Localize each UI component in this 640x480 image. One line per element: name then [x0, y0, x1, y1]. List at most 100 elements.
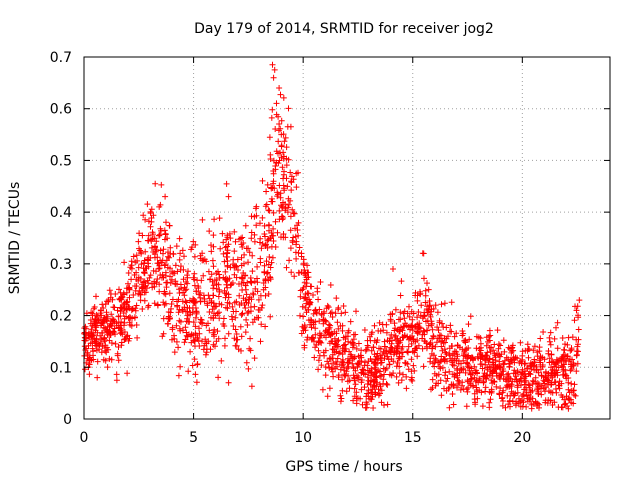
data-point [165, 313, 172, 320]
data-point [378, 399, 385, 406]
data-point [133, 269, 140, 276]
data-point [242, 222, 249, 229]
data-point [429, 376, 436, 383]
data-point [164, 320, 171, 327]
data-point [188, 246, 195, 253]
data-point [368, 372, 375, 379]
data-point [448, 299, 455, 306]
data-point [472, 399, 479, 406]
data-point [156, 231, 163, 238]
data-point [486, 399, 493, 406]
data-point [144, 201, 151, 208]
data-point [376, 319, 383, 326]
data-point [115, 313, 122, 320]
data-point [222, 268, 229, 275]
data-point [542, 388, 548, 395]
data-point [258, 245, 265, 252]
data-point [368, 347, 375, 354]
data-point [374, 350, 381, 357]
data-point [135, 238, 142, 245]
data-point [419, 335, 426, 342]
data-point [147, 223, 154, 230]
data-point [384, 401, 391, 408]
data-point [265, 261, 272, 268]
data-point [299, 303, 306, 310]
data-point [395, 338, 402, 345]
data-point [563, 393, 570, 400]
data-point [283, 144, 290, 151]
data-point [342, 341, 349, 348]
data-point [285, 201, 292, 208]
data-point [176, 325, 183, 332]
data-point [263, 270, 270, 277]
data-point [287, 245, 294, 252]
data-point [322, 372, 329, 379]
data-point [160, 330, 167, 337]
data-point [181, 284, 188, 291]
data-point [391, 320, 398, 327]
data-point [366, 333, 373, 340]
data-point [245, 365, 252, 372]
data-point [451, 333, 458, 340]
data-point [253, 212, 260, 219]
data-point [572, 392, 579, 399]
data-point [410, 336, 417, 343]
data-point [355, 340, 362, 347]
data-point [339, 356, 346, 363]
data-point [539, 362, 546, 368]
data-point [338, 395, 345, 402]
data-point [231, 271, 238, 278]
data-point [534, 385, 541, 392]
data-point [564, 353, 571, 360]
data-point [139, 281, 145, 288]
data-point [352, 381, 359, 388]
data-point [501, 361, 507, 368]
data-point [524, 341, 531, 348]
data-point [211, 310, 217, 317]
data-point [404, 348, 411, 355]
data-point [132, 287, 139, 294]
data-point [235, 267, 241, 273]
data-point [332, 365, 339, 372]
data-point [327, 310, 334, 317]
data-point [139, 232, 146, 239]
data-point [312, 331, 319, 338]
data-point [154, 276, 161, 282]
data-point [327, 332, 334, 338]
data-point [555, 382, 562, 389]
data-point [283, 264, 290, 271]
data-point [225, 379, 232, 386]
data-point [529, 377, 536, 384]
data-point [391, 327, 398, 334]
data-point [429, 335, 436, 342]
data-point [86, 361, 92, 368]
data-point [543, 384, 549, 391]
data-point [350, 342, 357, 349]
data-point [275, 160, 282, 167]
data-point [434, 309, 441, 316]
data-point [495, 345, 502, 352]
data-point [496, 390, 503, 397]
data-point [177, 281, 184, 288]
data-point [462, 338, 469, 345]
data-point [224, 299, 231, 306]
data-point [100, 356, 107, 363]
data-point [148, 244, 155, 251]
data-point [473, 384, 480, 391]
data-point [497, 342, 504, 349]
data-point [547, 389, 554, 396]
data-point [124, 332, 131, 339]
data-point [333, 295, 340, 302]
data-point [108, 311, 115, 318]
data-point [141, 297, 148, 304]
data-point [522, 373, 529, 380]
data-point [247, 278, 254, 285]
data-point [191, 270, 198, 277]
data-point [517, 339, 524, 346]
data-point [367, 381, 374, 388]
data-point [408, 308, 415, 315]
data-point [555, 364, 562, 371]
data-point [255, 296, 262, 303]
data-point [308, 317, 315, 324]
data-point [185, 318, 192, 325]
